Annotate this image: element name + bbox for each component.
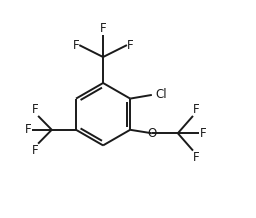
- Text: F: F: [100, 22, 106, 35]
- Text: F: F: [73, 39, 79, 52]
- Text: O: O: [147, 127, 156, 140]
- Text: F: F: [193, 151, 200, 164]
- Text: F: F: [127, 39, 134, 52]
- Text: F: F: [199, 127, 206, 140]
- Text: F: F: [193, 103, 200, 116]
- Text: F: F: [31, 144, 38, 157]
- Text: F: F: [31, 103, 38, 116]
- Text: F: F: [25, 123, 31, 136]
- Text: Cl: Cl: [155, 89, 167, 101]
